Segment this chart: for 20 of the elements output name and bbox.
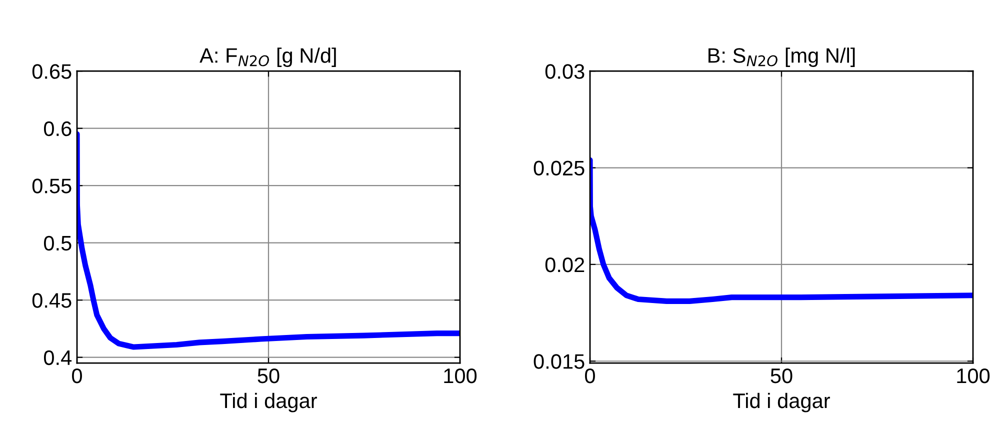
x-tick-label: 50 — [770, 368, 792, 384]
x-tick-label: 0 — [585, 368, 595, 384]
x-axis-title: Tid i dagar — [220, 392, 317, 412]
y-tick-label: 0.55 — [32, 178, 72, 194]
y-tick-label: 0.45 — [32, 293, 72, 308]
chart-title: A: F$_{N2O}$ [g N/d] — [200, 48, 336, 67]
y-tick-label: 0.6 — [44, 121, 72, 136]
y-tick-label: 0.025 — [534, 160, 584, 176]
y-tick-label: 0.02 — [545, 257, 584, 272]
y-tick-label: 0.65 — [32, 64, 72, 79]
chart-title: B: S$_{N2O}$ [mg N/l] — [708, 48, 855, 67]
y-tick-label: 0.03 — [545, 64, 584, 79]
y-tick-label: 0.5 — [44, 236, 72, 251]
x-tick-label: 50 — [258, 368, 280, 384]
y-tick-label: 0.015 — [534, 354, 584, 369]
x-axis-title: Tid i dagar — [733, 392, 830, 412]
x-tick-label: 0 — [72, 368, 82, 384]
y-tick-label: 0.4 — [44, 350, 72, 366]
x-tick-label: 100 — [957, 368, 990, 384]
x-tick-label: 100 — [444, 368, 477, 384]
